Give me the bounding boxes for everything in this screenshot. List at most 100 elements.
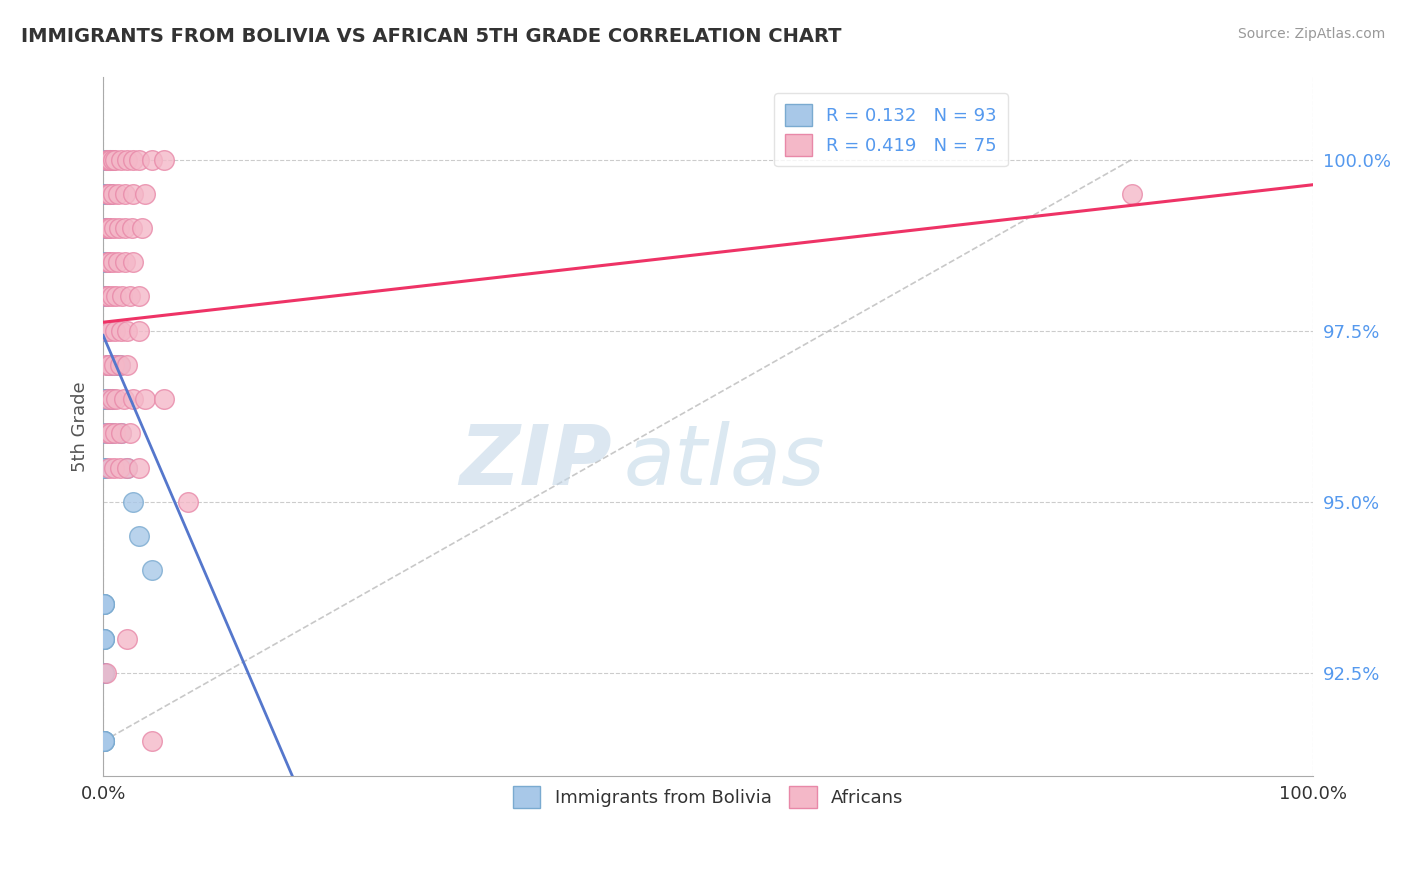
Point xyxy=(100,358,122,372)
Point xyxy=(98,186,121,201)
Point xyxy=(96,153,118,167)
Point xyxy=(97,803,120,817)
Point xyxy=(96,324,118,338)
Point xyxy=(100,289,122,303)
Point xyxy=(94,153,117,167)
Point xyxy=(93,734,115,748)
Point xyxy=(93,598,115,612)
Point xyxy=(97,392,120,406)
Text: Source: ZipAtlas.com: Source: ZipAtlas.com xyxy=(1237,27,1385,41)
Point xyxy=(103,358,125,372)
Point xyxy=(118,426,141,441)
Point xyxy=(94,358,117,372)
Point xyxy=(101,358,124,372)
Point xyxy=(94,255,117,269)
Text: atlas: atlas xyxy=(623,421,825,502)
Point xyxy=(97,153,120,167)
Point xyxy=(93,632,115,646)
Point xyxy=(128,529,150,543)
Point xyxy=(98,392,121,406)
Point xyxy=(93,426,115,441)
Text: IMMIGRANTS FROM BOLIVIA VS AFRICAN 5TH GRADE CORRELATION CHART: IMMIGRANTS FROM BOLIVIA VS AFRICAN 5TH G… xyxy=(21,27,842,45)
Point xyxy=(103,358,125,372)
Point xyxy=(100,153,122,167)
Point xyxy=(94,289,117,303)
Point xyxy=(114,221,136,235)
Point xyxy=(122,186,145,201)
Point xyxy=(110,426,132,441)
Text: ZIP: ZIP xyxy=(458,421,612,502)
Point xyxy=(96,221,118,235)
Point xyxy=(93,289,115,303)
Y-axis label: 5th Grade: 5th Grade xyxy=(72,381,89,472)
Point xyxy=(121,221,143,235)
Point xyxy=(128,460,150,475)
Point xyxy=(94,289,117,303)
Point xyxy=(93,289,115,303)
Point xyxy=(96,426,118,441)
Point xyxy=(117,153,139,167)
Point xyxy=(97,186,120,201)
Point xyxy=(94,221,117,235)
Point xyxy=(100,153,122,167)
Point xyxy=(100,392,122,406)
Point xyxy=(96,153,118,167)
Point xyxy=(94,255,117,269)
Point xyxy=(117,460,139,475)
Point xyxy=(93,289,115,303)
Point xyxy=(97,153,120,167)
Point xyxy=(104,426,127,441)
Point xyxy=(93,324,115,338)
Point xyxy=(177,495,200,509)
Point xyxy=(96,186,118,201)
Point xyxy=(103,460,125,475)
Point xyxy=(93,632,115,646)
Point xyxy=(112,392,135,406)
Point xyxy=(94,186,117,201)
Point xyxy=(93,460,115,475)
Point xyxy=(94,324,117,338)
Point xyxy=(100,426,122,441)
Point xyxy=(93,598,115,612)
Point xyxy=(98,255,121,269)
Point xyxy=(97,153,120,167)
Point xyxy=(105,392,128,406)
Point xyxy=(97,392,120,406)
Point xyxy=(97,221,120,235)
Point xyxy=(101,255,124,269)
Point xyxy=(94,255,117,269)
Point xyxy=(94,392,117,406)
Point xyxy=(100,186,122,201)
Point xyxy=(1121,186,1143,201)
Point xyxy=(96,186,118,201)
Point xyxy=(114,186,136,201)
Point xyxy=(122,255,145,269)
Point xyxy=(93,221,115,235)
Point xyxy=(96,221,118,235)
Point xyxy=(93,255,115,269)
Point xyxy=(96,221,118,235)
Point xyxy=(94,392,117,406)
Point xyxy=(93,665,115,680)
Point xyxy=(128,324,150,338)
Point xyxy=(117,460,139,475)
Point xyxy=(94,221,117,235)
Point xyxy=(107,358,129,372)
Point xyxy=(117,324,139,338)
Point xyxy=(93,255,115,269)
Point xyxy=(108,221,131,235)
Point xyxy=(128,289,150,303)
Point xyxy=(96,255,118,269)
Point xyxy=(93,734,115,748)
Point xyxy=(94,665,117,680)
Point xyxy=(110,426,132,441)
Point xyxy=(134,392,156,406)
Point xyxy=(105,289,128,303)
Point xyxy=(98,186,121,201)
Point xyxy=(94,221,117,235)
Point xyxy=(98,186,121,201)
Legend: Immigrants from Bolivia, Africans: Immigrants from Bolivia, Africans xyxy=(506,779,911,815)
Point xyxy=(122,392,145,406)
Point xyxy=(131,221,153,235)
Point xyxy=(128,153,150,167)
